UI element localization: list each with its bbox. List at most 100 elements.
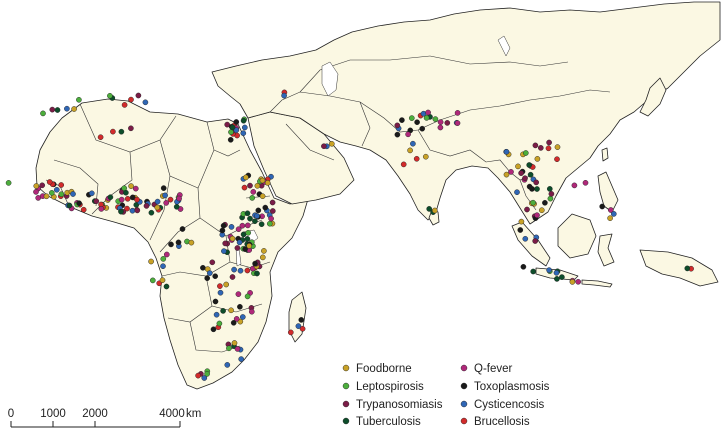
site-marker-foodborne: [518, 218, 525, 225]
site-marker-trypanosomiasis: [93, 198, 100, 205]
legend-swatch-q_fever: [460, 364, 468, 372]
site-marker-cysticercosis: [553, 269, 560, 276]
site-marker-foodborne: [254, 182, 261, 189]
site-marker-trypanosomiasis: [247, 182, 253, 189]
site-marker-brucellosis: [287, 329, 294, 336]
site-marker-brucellosis: [124, 205, 130, 212]
site-marker-brucellosis: [128, 96, 134, 103]
site-marker-tuberculosis: [258, 221, 265, 228]
site-marker-tuberculosis: [148, 209, 155, 216]
site-marker-toxoplasmosis: [419, 125, 426, 132]
site-marker-q_fever: [176, 195, 182, 202]
site-marker-q_fever: [508, 169, 514, 175]
site-marker-trypanosomiasis: [532, 238, 539, 244]
site-marker-toxoplasmosis: [230, 319, 237, 326]
site-marker-q_fever: [234, 346, 241, 352]
sulawesi: [597, 233, 615, 267]
site-marker-tuberculosis: [534, 186, 540, 192]
site-marker-q_fever: [244, 222, 251, 229]
site-marker-foodborne: [43, 193, 50, 200]
site-marker-leptospirosis: [5, 180, 12, 186]
site-marker-cysticercosis: [154, 198, 161, 205]
site-marker-trypanosomiasis: [532, 142, 539, 149]
legend-label-tuberculosis: Tuberculosis: [356, 416, 421, 428]
site-marker-foodborne: [246, 243, 253, 249]
site-marker-cysticercosis: [254, 213, 260, 219]
site-marker-toxoplasmosis: [262, 204, 269, 211]
site-marker-cysticercosis: [239, 314, 246, 320]
site-marker-tuberculosis: [118, 128, 125, 135]
site-marker-toxoplasmosis: [242, 246, 248, 252]
site-marker-q_fever: [33, 189, 39, 195]
site-marker-tuberculosis: [240, 117, 247, 124]
site-marker-trypanosomiasis: [39, 182, 46, 189]
site-marker-trypanosomiasis: [128, 125, 134, 132]
site-marker-brucellosis: [554, 156, 560, 163]
site-marker-foodborne: [259, 193, 266, 200]
site-marker-foodborne: [264, 180, 271, 186]
site-marker-tuberculosis: [229, 124, 236, 131]
site-marker-toxoplasmosis: [210, 326, 217, 333]
site-marker-brucellosis: [400, 161, 407, 168]
site-marker-trypanosomiasis: [524, 206, 530, 213]
site-marker-trypanosomiasis: [522, 175, 528, 182]
site-marker-q_fever: [425, 109, 431, 116]
site-marker-q_fever: [571, 182, 578, 189]
site-marker-leptospirosis: [547, 195, 554, 202]
site-marker-foodborne: [261, 248, 267, 254]
site-marker-tuberculosis: [684, 265, 691, 272]
scale-bar: 0 1000 2000 4000 km: [8, 408, 201, 428]
site-marker-foodborne: [71, 106, 77, 112]
site-marker-brucellosis: [134, 196, 140, 203]
site-marker-toxoplasmosis: [212, 298, 219, 305]
site-marker-cysticercosis: [88, 190, 95, 197]
philippines: [597, 171, 619, 213]
site-marker-cysticercosis: [240, 130, 247, 137]
site-marker-tuberculosis: [163, 283, 170, 290]
site-marker-tuberculosis: [66, 202, 73, 209]
legend-swatch-trypanosomiasis: [342, 400, 350, 408]
site-marker-leptospirosis: [530, 199, 536, 206]
disease-sites: [5, 89, 694, 381]
japan: [639, 77, 667, 117]
site-marker-trypanosomiasis: [546, 139, 552, 146]
site-marker-toxoplasmosis: [394, 131, 401, 138]
site-marker-cysticercosis: [522, 235, 529, 242]
legend-swatch-tuberculosis: [342, 417, 350, 425]
site-marker-toxoplasmosis: [175, 239, 182, 246]
site-marker-foodborne: [243, 174, 249, 181]
site-marker-q_fever: [437, 124, 444, 131]
site-marker-cysticercosis: [142, 99, 149, 106]
site-marker-q_fever: [132, 185, 139, 192]
site-marker-foodborne: [538, 207, 545, 214]
site-marker-q_fever: [163, 200, 170, 206]
site-marker-leptospirosis: [76, 96, 82, 103]
site-marker-toxoplasmosis: [160, 185, 167, 191]
site-marker-tuberculosis: [123, 189, 129, 196]
site-marker-brucellosis: [124, 195, 131, 202]
site-marker-foodborne: [33, 183, 40, 189]
site-marker-leptospirosis: [48, 190, 55, 196]
lesser-sunda-islands: [581, 279, 613, 288]
sumatra: [511, 221, 551, 267]
site-marker-trypanosomiasis: [269, 208, 276, 214]
site-marker-q_fever: [575, 278, 582, 285]
site-marker-foodborne: [569, 279, 576, 285]
site-marker-tuberculosis: [244, 210, 251, 217]
site-marker-toxoplasmosis: [517, 227, 524, 233]
site-marker-foodborne: [188, 239, 195, 246]
site-marker-leptospirosis: [149, 277, 156, 284]
site-marker-trypanosomiasis: [394, 122, 401, 129]
scale-tick-label: 0: [8, 408, 14, 420]
legend-label-cysticercosis: Cysticencosis: [474, 399, 545, 411]
site-marker-cysticercosis: [546, 267, 552, 273]
site-marker-q_fever: [250, 189, 257, 195]
site-marker-toxoplasmosis: [233, 119, 240, 125]
site-marker-foodborne: [154, 204, 161, 211]
site-marker-leptospirosis: [228, 129, 234, 135]
site-marker-brucellosis: [167, 196, 174, 203]
legend-swatch-leptospirosis: [342, 382, 350, 390]
site-marker-trypanosomiasis: [143, 203, 150, 209]
site-marker-trypanosomiasis: [209, 259, 216, 266]
eurasia-landmass: [211, 1, 721, 225]
